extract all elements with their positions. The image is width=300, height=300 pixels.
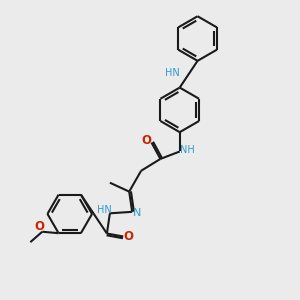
Text: O: O: [124, 230, 134, 243]
Text: NH: NH: [180, 145, 194, 155]
Text: HN: HN: [97, 205, 112, 215]
Text: O: O: [34, 220, 44, 233]
Text: HN: HN: [165, 68, 180, 78]
Text: O: O: [141, 134, 151, 147]
Text: N: N: [133, 208, 142, 218]
